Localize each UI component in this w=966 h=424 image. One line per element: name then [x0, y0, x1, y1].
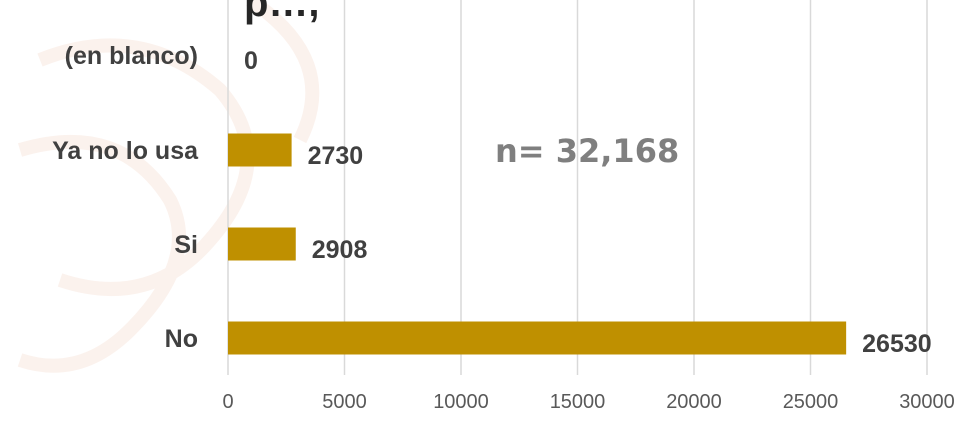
x-tick-label: 20000: [666, 391, 722, 413]
x-tick-label: 25000: [783, 391, 839, 413]
watermark-swirl: [246, 0, 320, 144]
category-labels: (en blanco) Ya no lo usa Si No: [52, 42, 199, 353]
value-labels: 0 2730 2908 26530: [244, 47, 932, 358]
data-label: 26530: [862, 330, 932, 358]
data-label: 0: [244, 47, 258, 75]
x-tick-label: 0: [222, 391, 233, 413]
sample-size-note: n= 32,168: [495, 132, 679, 170]
chart-title-fragment: p…,: [244, 0, 320, 25]
gridlines: [227, 0, 928, 375]
bar: [228, 227, 296, 261]
bar: [228, 321, 847, 355]
category-label: Si: [174, 231, 198, 259]
x-tick-label: 30000: [899, 391, 955, 413]
x-tick-label: 5000: [322, 391, 367, 413]
x-tick-label: 10000: [433, 391, 489, 413]
watermark-swirl: [17, 134, 186, 373]
category-label: (en blanco): [65, 42, 198, 70]
category-label: No: [165, 325, 198, 353]
x-axis-tick-labels: 0 5000 10000 15000 20000 25000 30000: [222, 391, 954, 413]
bars: [228, 133, 847, 355]
bar: [228, 133, 292, 167]
data-label: 2908: [312, 236, 368, 264]
x-tick-label: 15000: [550, 391, 606, 413]
data-label: 2730: [308, 142, 364, 170]
category-label: Ya no lo usa: [52, 137, 199, 165]
